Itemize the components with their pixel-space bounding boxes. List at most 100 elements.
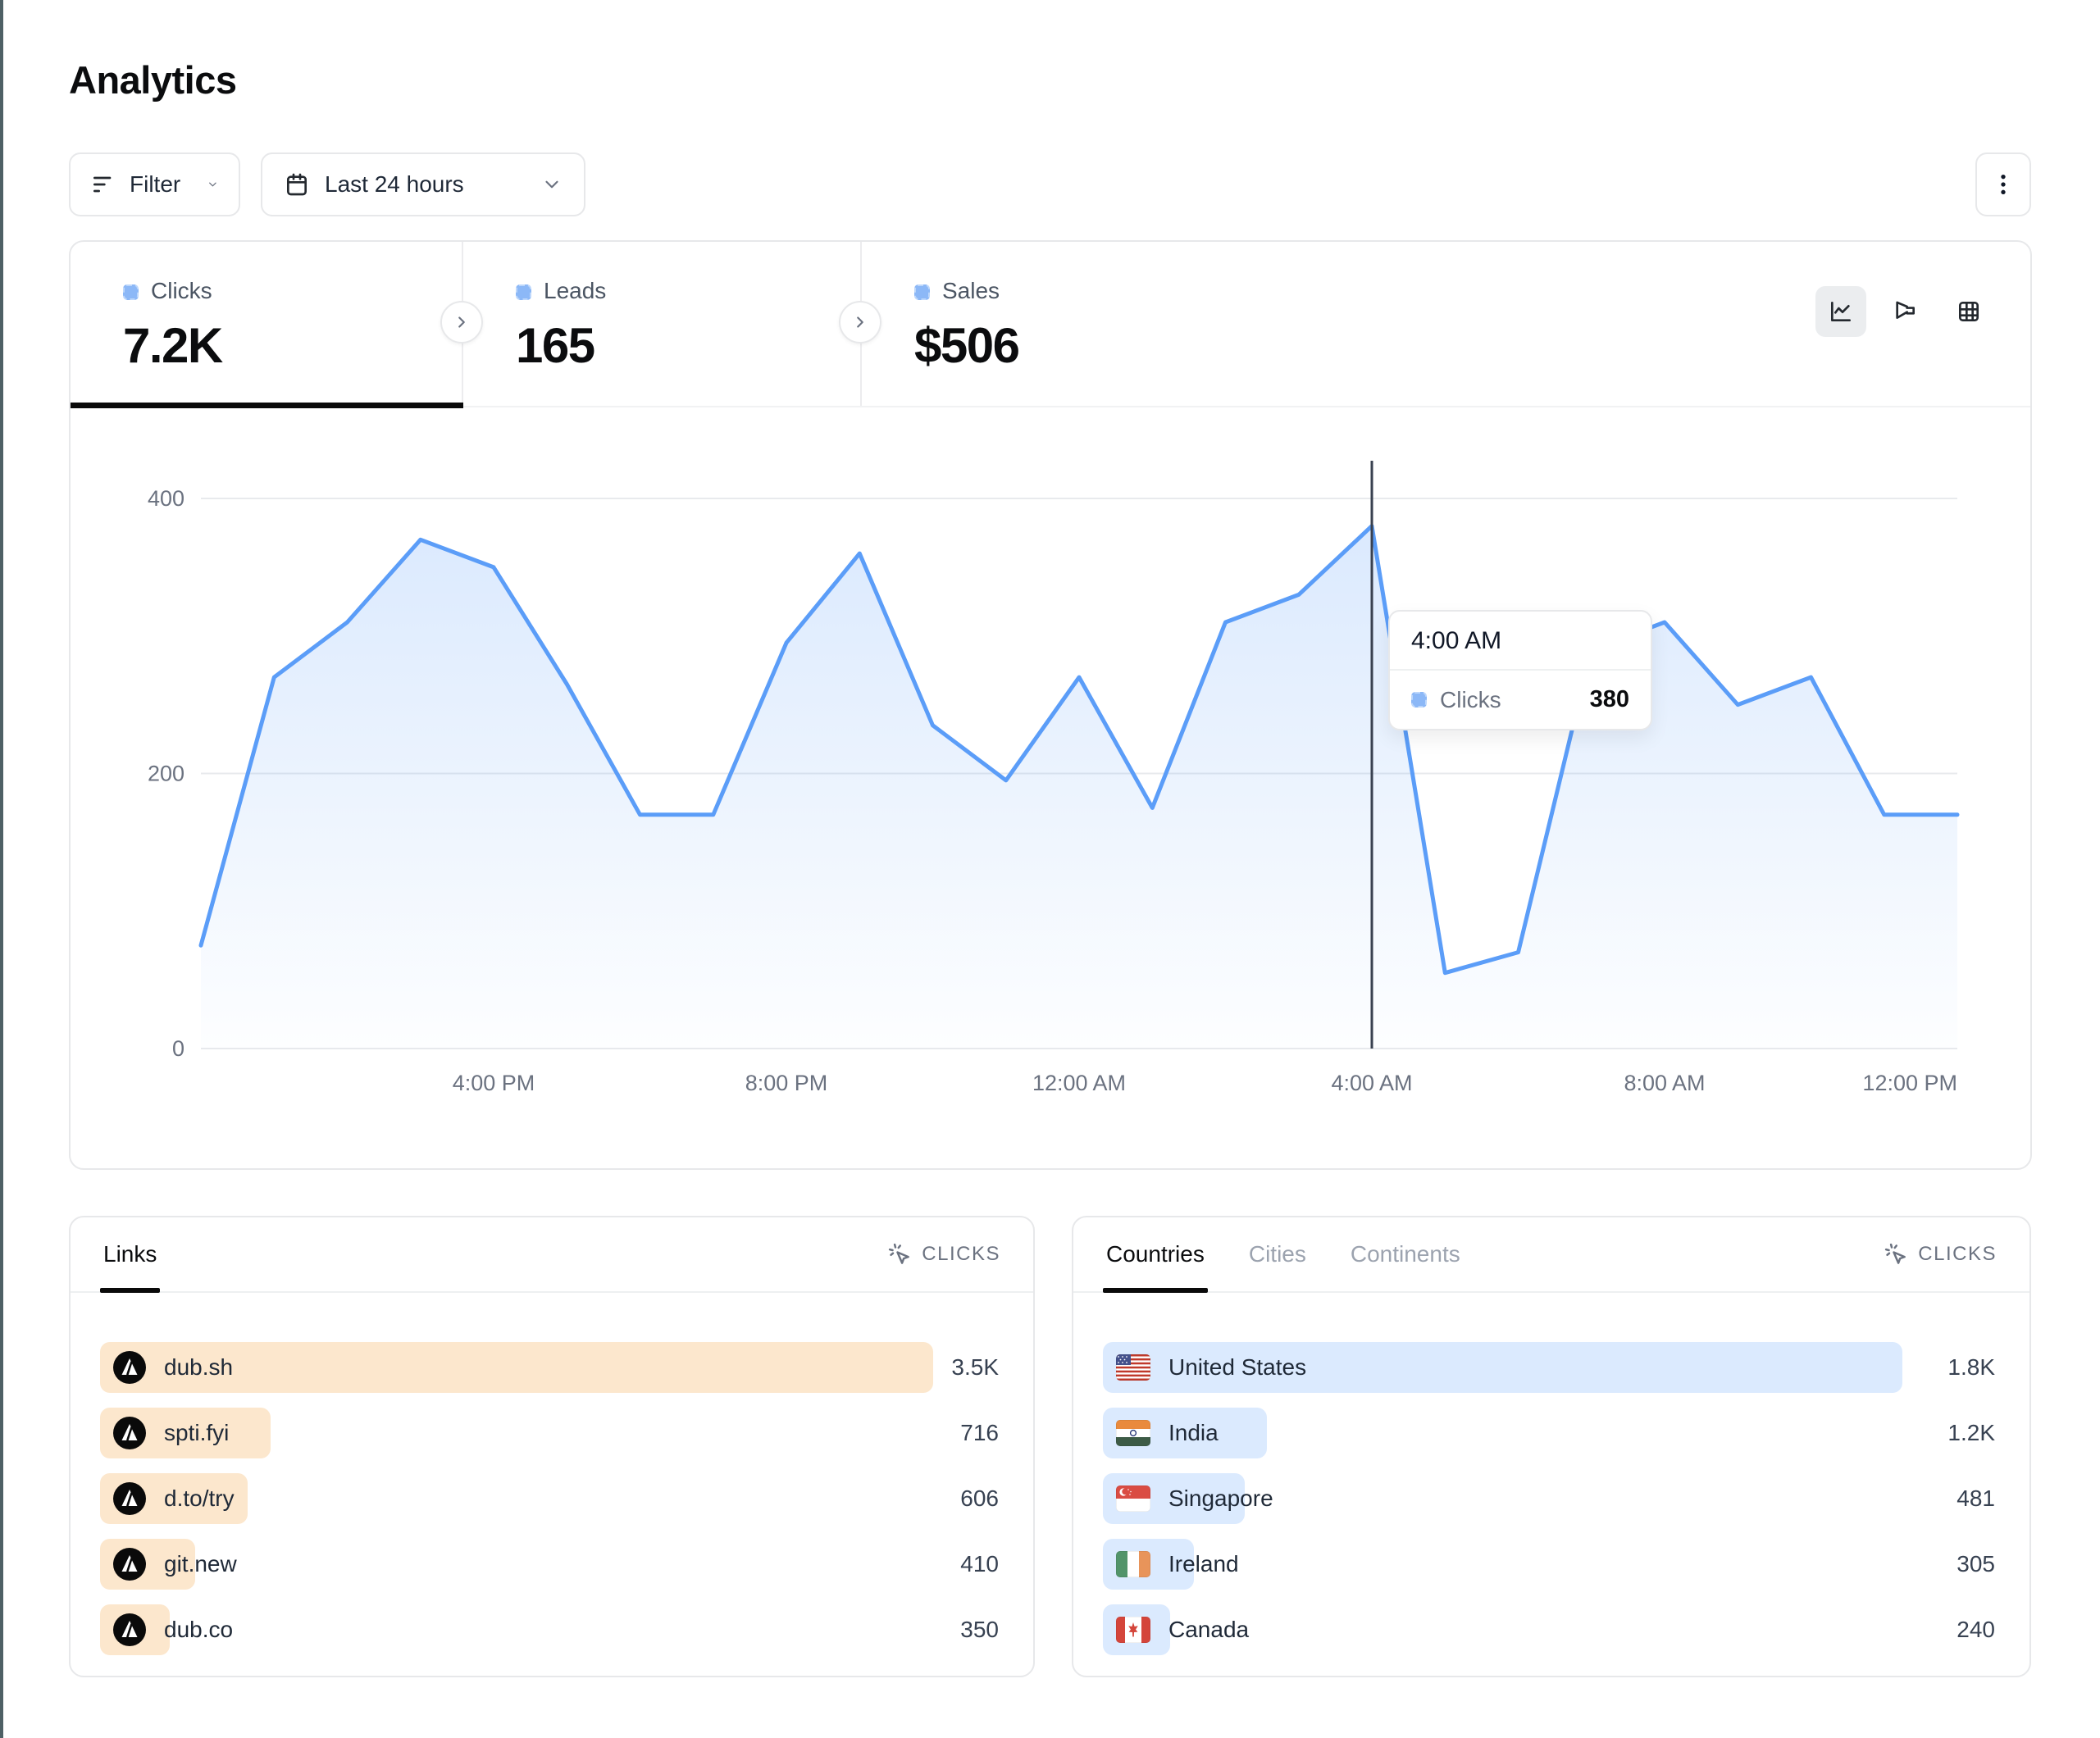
grid-table-icon [1959, 302, 1979, 321]
tooltip-series-label: Clicks [1440, 686, 1501, 712]
analytics-chart-card: Clicks 7.2K Leads 165 Sales $506 [69, 240, 2032, 1170]
table-row[interactable]: git.new 410 [100, 1539, 1000, 1590]
expand-leads-button[interactable] [440, 301, 483, 344]
filter-button-label: Filter [130, 171, 181, 197]
countries-metric-selector[interactable]: CLICKS [1884, 1242, 1997, 1267]
links-panel: Links CLICKS dub.sh 3.5K spti.fyi 716 d.to/t… [69, 1216, 1035, 1677]
row-value: 481 [1957, 1485, 1995, 1511]
dub-logo-icon [113, 1351, 146, 1384]
row-label: d.to/try [164, 1485, 235, 1511]
tab-leads[interactable]: Leads 165 [463, 242, 860, 406]
clicks-stat-value: 7.2K [123, 318, 223, 373]
tab-links[interactable]: Links [99, 1217, 161, 1293]
flag-ca-icon [1116, 1617, 1150, 1643]
chevron-down-icon [545, 180, 558, 189]
chart-type-switcher [1815, 286, 1994, 337]
tooltip-value: 380 [1589, 686, 1629, 712]
flag-in-icon [1116, 1420, 1150, 1446]
row-value: 240 [1957, 1617, 1995, 1642]
countries-metric-label: CLICKS [1918, 1243, 1997, 1265]
tab-cities[interactable]: Cities [1248, 1241, 1306, 1267]
calendar-icon [287, 173, 307, 196]
chart-tooltip: 4:00 AM Clicks 380 [1388, 610, 1652, 730]
filter-button[interactable]: Filter [69, 152, 240, 216]
row-value: 606 [960, 1485, 999, 1511]
active-tab-underline [71, 403, 463, 408]
kebab-menu-icon [2001, 175, 2006, 194]
table-row[interactable]: Ireland 305 [1103, 1539, 1997, 1590]
more-options-button[interactable] [1975, 152, 2031, 216]
table-row[interactable]: dub.sh 3.5K [100, 1342, 1000, 1393]
clicks-legend-chip [123, 284, 139, 300]
tooltip-time: 4:00 AM [1390, 612, 1651, 671]
table-row[interactable]: dub.co 350 [100, 1604, 1000, 1655]
row-label: spti.fyi [164, 1420, 230, 1445]
tab-sales[interactable]: Sales $506 [862, 242, 1370, 406]
stat-label: Leads [544, 278, 607, 303]
dub-logo-icon [113, 1613, 146, 1646]
links-list: dub.sh 3.5K spti.fyi 716 d.to/try 606 git.new 4… [100, 1342, 1000, 1655]
x-tick-label: 4:00 PM [453, 1071, 535, 1095]
flag-ie-icon [1116, 1551, 1150, 1577]
date-range-button[interactable]: Last 24 hours [261, 152, 585, 216]
clicks-area-chart[interactable]: 0 200 400 4:00 PM 8:00 PM 12:00 AM 4:00 AM 8:00… [71, 407, 2030, 1168]
dub-logo-icon [113, 1482, 146, 1515]
clicks-series-line [198, 524, 1960, 976]
row-label: United States [1168, 1354, 1307, 1380]
row-value: 1.8K [1947, 1354, 1995, 1380]
row-label: India [1168, 1420, 1219, 1445]
table-row[interactable]: d.to/try 606 [100, 1473, 1000, 1524]
countries-panel-header: Countries Cities Continents CLICKS [1073, 1217, 2029, 1293]
row-label: dub.sh [164, 1354, 234, 1380]
sales-stat-value: $506 [914, 318, 1020, 373]
cursor-click-icon [889, 1243, 910, 1264]
table-row[interactable]: spti.fyi 716 [100, 1408, 1000, 1458]
table-view-button[interactable] [1943, 286, 1994, 337]
line-chart-view-button[interactable] [1815, 286, 1866, 337]
row-label: dub.co [164, 1617, 234, 1642]
table-row[interactable]: India 1.2K [1103, 1408, 1997, 1458]
leads-legend-chip [516, 284, 531, 300]
links-metric-label: CLICKS [922, 1243, 1000, 1265]
dub-logo-icon [113, 1548, 146, 1581]
tab-clicks[interactable]: Clicks 7.2K [71, 242, 462, 406]
links-metric-selector[interactable]: CLICKS [887, 1242, 1000, 1267]
countries-list: United States 1.8K India 1.2K Singapore 481 Ir… [1103, 1342, 1997, 1655]
row-label: Singapore [1168, 1485, 1273, 1511]
row-label: Canada [1168, 1617, 1250, 1642]
cursor-click-icon [1885, 1243, 1906, 1264]
row-value: 1.2K [1947, 1420, 1995, 1445]
page-title: Analytics [69, 58, 237, 102]
leads-stat-value: 165 [516, 318, 595, 373]
line-chart-icon [1831, 302, 1851, 321]
tab-continents[interactable]: Continents [1350, 1241, 1460, 1267]
x-tick-label: 12:00 PM [1862, 1071, 1957, 1095]
row-value: 350 [960, 1617, 999, 1642]
row-value: 3.5K [951, 1354, 999, 1380]
x-tick-label: 8:00 PM [745, 1071, 828, 1095]
tab-countries[interactable]: Countries [1103, 1217, 1208, 1293]
funnel-chart-icon [1896, 301, 1915, 319]
sales-legend-chip [914, 284, 930, 300]
expand-sales-button[interactable] [839, 301, 881, 344]
filter-icon [93, 176, 112, 193]
tooltip-legend-chip [1411, 692, 1427, 707]
row-label: git.new [164, 1551, 237, 1576]
y-tick-label: 400 [148, 486, 184, 511]
table-row[interactable]: United States 1.8K [1103, 1342, 1997, 1393]
flag-us-icon [1116, 1354, 1150, 1381]
clicks-series-area [201, 525, 1957, 1049]
x-tick-label: 4:00 AM [1331, 1071, 1412, 1095]
table-row[interactable]: Singapore 481 [1103, 1473, 1997, 1524]
row-value: 410 [960, 1551, 999, 1576]
flag-sg-icon [1116, 1485, 1150, 1512]
date-range-label: Last 24 hours [325, 171, 464, 197]
x-tick-label: 12:00 AM [1032, 1071, 1126, 1095]
row-value: 716 [960, 1420, 999, 1445]
stat-label: Clicks [151, 278, 212, 303]
funnel-chart-view-button[interactable] [1879, 286, 1930, 337]
stat-label: Sales [942, 278, 1000, 303]
table-row[interactable]: Canada 240 [1103, 1604, 1997, 1655]
dub-logo-icon [113, 1417, 146, 1449]
page-edge-accent [0, 0, 3, 1738]
